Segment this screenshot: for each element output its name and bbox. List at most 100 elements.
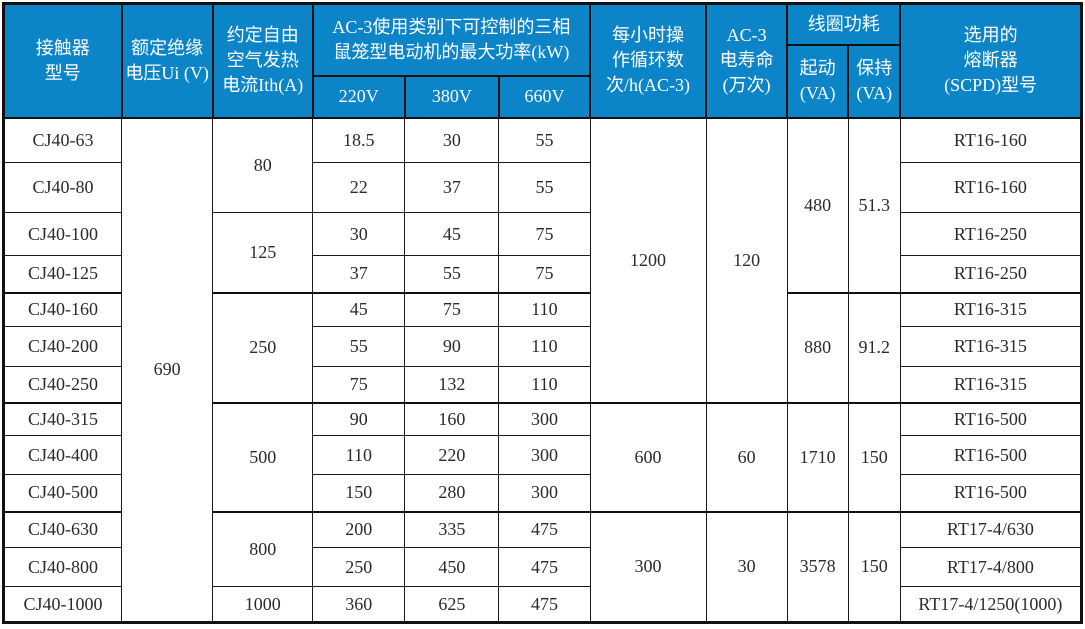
cell-model: CJ40-200	[2, 326, 123, 367]
cell-fuse: RT16-160	[899, 162, 1083, 213]
cell-operating-cycles: 1200	[589, 117, 707, 403]
header-coil-consumption-group: 线圈功耗	[786, 2, 902, 46]
cell-power-660v: 475	[498, 586, 591, 623]
header-fuse-type: 选用的 熔断器 (SCPD)型号	[899, 2, 1083, 119]
cell-power-220v: 250	[312, 547, 406, 587]
cell-rated-voltage: 690	[121, 117, 214, 623]
cell-thermal-current: 1000	[212, 586, 314, 623]
cell-fuse: RT17-4/800	[899, 547, 1083, 587]
cell-power-380v: 90	[404, 326, 500, 367]
table-row: CJ40-100 125 30 45 75 RT16-250	[2, 212, 1083, 293]
cell-power-220v: 45	[312, 291, 406, 327]
cell-power-220v: 22	[312, 162, 406, 213]
cell-model: CJ40-100	[2, 212, 123, 256]
cell-power-220v: 90	[312, 401, 406, 436]
cell-power-660v: 55	[498, 117, 591, 163]
table-row: CJ40-630 800 200 335 475 300 30 3578 150…	[2, 510, 1083, 623]
header-thermal-current: 约定自由 空气发热 电流Ith(A)	[211, 2, 314, 119]
cell-coil-hold: 150	[847, 510, 901, 623]
cell-fuse: RT16-315	[899, 326, 1083, 367]
cell-fuse: RT16-315	[899, 366, 1083, 403]
header-coil-hold: 保持 (VA)	[847, 43, 902, 119]
cell-model: CJ40-80	[2, 162, 123, 213]
cell-model: CJ40-315	[2, 401, 123, 436]
table-row: CJ40-200 55 90 110 RT16-315	[2, 326, 1083, 367]
cell-power-220v: 150	[312, 474, 406, 512]
cell-power-660v: 75	[498, 212, 591, 256]
cell-coil-hold: 150	[847, 401, 901, 512]
cell-power-380v: 160	[404, 401, 500, 436]
cell-power-660v: 300	[498, 435, 591, 475]
cell-model: CJ40-630	[2, 510, 123, 548]
cell-operating-cycles: 300	[589, 510, 707, 623]
header-contactor-model: 接触器 型号	[2, 2, 123, 119]
cell-power-380v: 75	[404, 291, 500, 327]
cell-model: CJ40-400	[2, 435, 123, 475]
cell-thermal-current: 500	[212, 401, 314, 512]
table-row: CJ40-400 110 220 300 RT16-500	[2, 435, 1083, 475]
cell-power-660v: 475	[498, 547, 591, 587]
cell-power-220v: 110	[312, 435, 406, 475]
cell-coil-hold: 91.2	[847, 291, 901, 403]
cell-power-220v: 75	[312, 366, 406, 403]
cell-model: CJ40-500	[2, 474, 123, 512]
cell-power-660v: 110	[498, 366, 591, 403]
table-row: CJ40-250 75 132 110 RT16-315	[2, 366, 1083, 403]
cell-fuse: RT16-315	[899, 291, 1083, 327]
cell-operating-cycles: 600	[589, 401, 707, 512]
cell-fuse: RT16-250	[899, 212, 1083, 256]
cell-model: CJ40-160	[2, 291, 123, 327]
cell-fuse: RT16-500	[899, 401, 1083, 436]
cell-power-380v: 335	[404, 510, 500, 548]
cell-model: CJ40-250	[2, 366, 123, 403]
cell-thermal-current: 250	[212, 291, 314, 403]
cell-model: CJ40-1000	[2, 586, 123, 623]
cell-fuse: RT16-500	[899, 435, 1083, 475]
cell-power-660v: 475	[498, 510, 591, 548]
cell-power-660v: 55	[498, 162, 591, 213]
cell-power-220v: 200	[312, 510, 406, 548]
cell-model: CJ40-800	[2, 547, 123, 587]
table-header: 接触器 型号 额定绝缘 电压Ui (V) 约定自由 空气发热 电流Ith(A) …	[2, 2, 1083, 119]
cell-coil-start: 480	[786, 117, 849, 293]
header-max-power-group: AC-3使用类别下可控制的三相 鼠笼型电动机的最大功率(kW)	[311, 2, 592, 77]
cell-power-220v: 37	[312, 255, 406, 293]
cell-power-660v: 110	[498, 291, 591, 327]
header-operating-cycles: 每小时操 作循环数 次/h(AC-3)	[588, 2, 708, 119]
cell-power-380v: 30	[404, 117, 500, 163]
table-row: CJ40-800 250 450 475 RT17-4/800	[2, 547, 1083, 587]
table-row: CJ40-125 37 55 75 RT16-250	[2, 255, 1083, 293]
cell-power-380v: 55	[404, 255, 500, 293]
cell-power-220v: 55	[312, 326, 406, 367]
cell-coil-start: 3578	[786, 510, 849, 623]
cell-coil-hold: 51.3	[847, 117, 901, 293]
cell-power-380v: 280	[404, 474, 500, 512]
cell-power-660v: 300	[498, 401, 591, 436]
cell-fuse: RT17-4/630	[899, 510, 1083, 548]
cell-fuse: RT17-4/1250(1000)	[899, 586, 1083, 623]
cell-electrical-life: 60	[705, 401, 788, 512]
cell-thermal-current: 800	[212, 510, 314, 587]
header-380v: 380V	[403, 74, 500, 119]
table-row: CJ40-160 250 45 75 110 880 91.2 RT16-315	[2, 291, 1083, 403]
cell-power-380v: 220	[404, 435, 500, 475]
cell-power-380v: 450	[404, 547, 500, 587]
cell-power-220v: 18.5	[312, 117, 406, 163]
cell-power-660v: 75	[498, 255, 591, 293]
header-220v: 220V	[311, 74, 406, 119]
cell-thermal-current: 125	[212, 212, 314, 293]
cell-coil-start: 880	[786, 291, 849, 403]
header-electrical-life: AC-3 电寿命 (万次)	[705, 2, 789, 119]
cell-power-220v: 30	[312, 212, 406, 256]
cell-power-660v: 110	[498, 326, 591, 367]
cell-power-660v: 300	[498, 474, 591, 512]
table-row: CJ40-1000 1000 360 625 475 RT17-4/1250(1…	[2, 586, 1083, 623]
cell-fuse: RT16-160	[899, 117, 1083, 163]
cell-thermal-current: 80	[212, 117, 314, 213]
table-row: CJ40-63 690 80 18.5 30 55 1200 120 480 5…	[2, 117, 1083, 623]
cell-model: CJ40-125	[2, 255, 123, 293]
cell-power-220v: 360	[312, 586, 406, 623]
cell-model: CJ40-63	[2, 117, 123, 163]
table-body: CJ40-63 690 80 18.5 30 55 1200 120 480 5…	[2, 117, 1083, 623]
